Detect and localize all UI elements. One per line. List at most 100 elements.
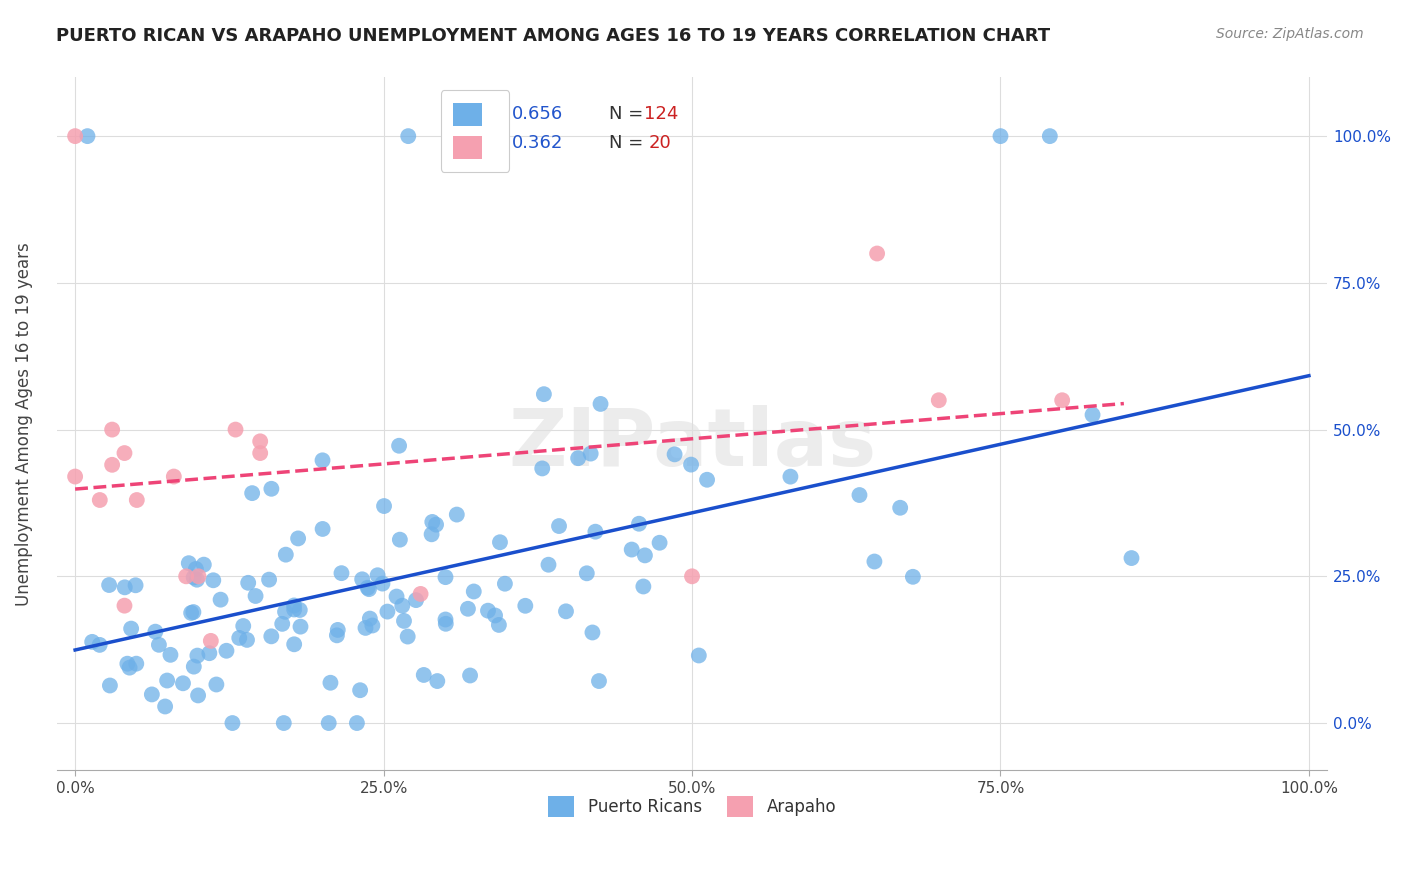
Point: [412, 668, 434, 682]
Point: [89, 493, 111, 508]
Point: [463, 584, 485, 599]
Point: [688, 648, 710, 663]
Point: [283, 599, 305, 613]
Point: [1081, 408, 1104, 422]
Point: [357, 582, 380, 596]
Point: [76, 129, 98, 144]
Point: [990, 129, 1012, 144]
Point: [257, 573, 280, 587]
Legend: Puerto Ricans, Arapaho: Puerto Ricans, Arapaho: [541, 789, 844, 824]
Point: [118, 660, 141, 674]
Point: [567, 451, 589, 466]
Point: [620, 542, 643, 557]
Point: [63, 469, 86, 483]
Point: [240, 486, 263, 500]
Point: [396, 129, 419, 144]
Point: [488, 618, 510, 632]
Point: [579, 447, 602, 461]
Point: [221, 716, 243, 731]
Point: [124, 578, 146, 592]
Point: [177, 556, 200, 570]
Point: [484, 608, 506, 623]
Point: [575, 566, 598, 581]
Point: [346, 716, 368, 731]
Text: PUERTO RICAN VS ARAPAHO UNEMPLOYMENT AMONG AGES 16 TO 19 YEARS CORRELATION CHART: PUERTO RICAN VS ARAPAHO UNEMPLOYMENT AMO…: [56, 27, 1050, 45]
Point: [928, 393, 950, 408]
Point: [260, 629, 283, 643]
Point: [228, 631, 250, 645]
Point: [198, 646, 221, 660]
Text: 0.362: 0.362: [512, 134, 562, 153]
Text: 20: 20: [648, 134, 672, 153]
Y-axis label: Unemployment Among Ages 16 to 19 years: Unemployment Among Ages 16 to 19 years: [15, 242, 32, 606]
Point: [627, 516, 650, 531]
Point: [457, 601, 479, 615]
Point: [163, 469, 186, 483]
Point: [420, 527, 443, 541]
Point: [446, 508, 468, 522]
Point: [352, 572, 374, 586]
Point: [184, 562, 207, 576]
Point: [434, 570, 457, 584]
Point: [434, 612, 457, 626]
Point: [420, 515, 443, 529]
Point: [696, 473, 718, 487]
Point: [531, 461, 554, 475]
Point: [249, 446, 271, 460]
Point: [373, 499, 395, 513]
Point: [409, 587, 432, 601]
Point: [548, 519, 571, 533]
Point: [396, 630, 419, 644]
Point: [125, 657, 148, 671]
Point: [425, 517, 447, 532]
Point: [405, 593, 427, 607]
Text: Source: ZipAtlas.com: Source: ZipAtlas.com: [1216, 27, 1364, 41]
Point: [426, 674, 449, 689]
Point: [114, 446, 136, 460]
Point: [159, 648, 181, 662]
Text: N =: N =: [609, 105, 650, 123]
Point: [311, 453, 333, 467]
Point: [330, 566, 353, 581]
Point: [588, 674, 610, 689]
Point: [779, 469, 801, 483]
Point: [533, 387, 555, 401]
Point: [186, 648, 208, 663]
Point: [434, 616, 457, 631]
Point: [209, 592, 232, 607]
Text: 0.656: 0.656: [512, 105, 562, 123]
Point: [664, 447, 686, 461]
Point: [193, 558, 215, 572]
Point: [515, 599, 537, 613]
Point: [634, 549, 657, 563]
Point: [120, 622, 142, 636]
Point: [145, 624, 167, 639]
Point: [274, 548, 297, 562]
Point: [537, 558, 560, 572]
Text: 124: 124: [644, 105, 678, 123]
Point: [236, 632, 259, 647]
Point: [205, 677, 228, 691]
Point: [101, 458, 124, 472]
Point: [589, 397, 612, 411]
Point: [180, 606, 202, 620]
Point: [273, 716, 295, 731]
Point: [388, 533, 411, 547]
Point: [82, 635, 104, 649]
Text: N =: N =: [609, 134, 650, 153]
Point: [225, 423, 247, 437]
Point: [681, 458, 703, 472]
Point: [290, 620, 312, 634]
Point: [681, 569, 703, 583]
Point: [215, 644, 238, 658]
Point: [354, 621, 377, 635]
Point: [1050, 393, 1073, 408]
Point: [319, 675, 342, 690]
Point: [359, 611, 381, 625]
Point: [633, 579, 655, 593]
Point: [260, 482, 283, 496]
Point: [392, 614, 415, 628]
Point: [186, 573, 208, 587]
Point: [326, 628, 349, 642]
Point: [200, 633, 222, 648]
